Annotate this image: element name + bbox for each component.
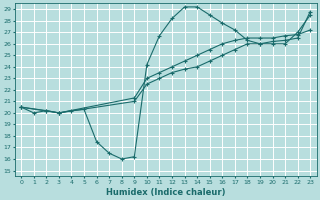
X-axis label: Humidex (Indice chaleur): Humidex (Indice chaleur)	[106, 188, 226, 197]
